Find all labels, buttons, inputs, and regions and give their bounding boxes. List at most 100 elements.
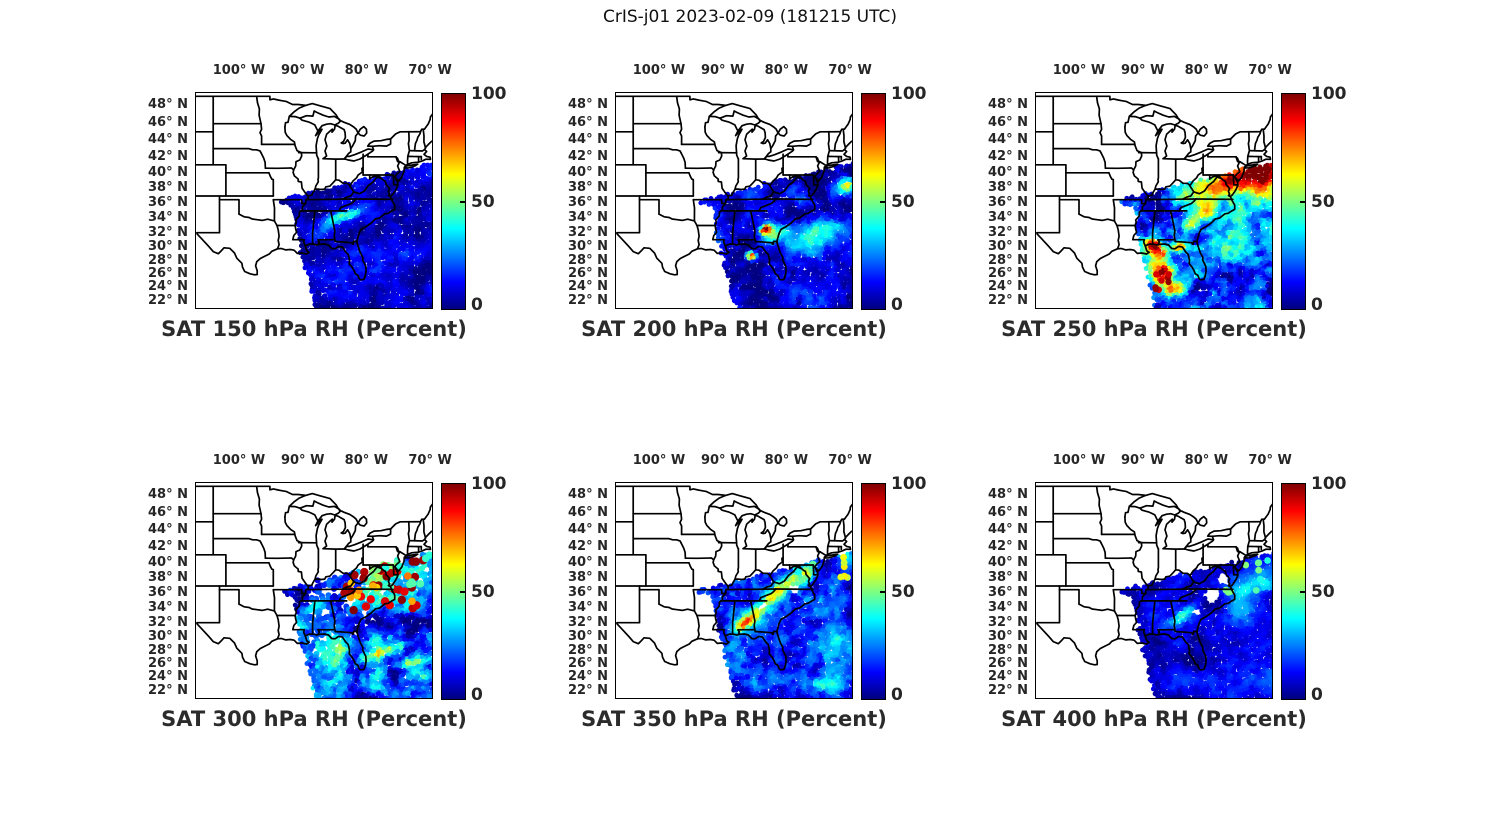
panel-title: SAT 300 hPa RH (Percent) xyxy=(161,707,467,731)
lat-tick-label: 26° N xyxy=(568,266,608,282)
lat-tick-label: 38° N xyxy=(988,570,1028,586)
colorbar-tick xyxy=(1300,590,1305,593)
colorbar-tick-label: 100 xyxy=(891,84,927,104)
lat-tick-label: 34° N xyxy=(988,210,1028,226)
lat-tick-label: 36° N xyxy=(568,585,608,601)
state-borders-map xyxy=(615,94,852,281)
colorbar xyxy=(1281,93,1306,310)
lat-tick-label: 48° N xyxy=(988,97,1028,113)
colorbar-tick-label: 0 xyxy=(471,685,483,705)
lat-tick-label: 30° N xyxy=(988,628,1028,644)
panel-title: SAT 250 hPa RH (Percent) xyxy=(1001,317,1307,341)
lat-tick-label: 22° N xyxy=(988,682,1028,698)
lat-tick-label: 42° N xyxy=(148,538,188,554)
lat-tick-label: 46° N xyxy=(568,505,608,521)
colorbar xyxy=(1281,483,1306,700)
lat-tick-label: 48° N xyxy=(568,97,608,113)
colorbar-tick-label: 100 xyxy=(1311,84,1347,104)
colorbar-tick xyxy=(460,590,465,593)
colorbar-tick-label: 100 xyxy=(471,474,507,494)
lon-tick-label: 70° W xyxy=(828,453,872,468)
lat-tick-label: 40° N xyxy=(988,554,1028,570)
lat-tick-label: 22° N xyxy=(988,292,1028,308)
panel-title: SAT 350 hPa RH (Percent) xyxy=(581,707,887,731)
figure-title: CrIS-j01 2023-02-09 (181215 UTC) xyxy=(602,7,898,27)
colorbar-gradient xyxy=(442,484,465,699)
lat-tick-label: 44° N xyxy=(568,132,608,148)
lat-tick-label: 26° N xyxy=(148,656,188,672)
lat-tick-label: 38° N xyxy=(148,180,188,196)
lon-tick-label: 80° W xyxy=(1184,63,1229,78)
lon-tick-label: 90° W xyxy=(280,453,325,468)
lat-tick-label: 22° N xyxy=(148,292,188,308)
lat-tick-label: 32° N xyxy=(568,224,608,240)
lat-tick-label: 24° N xyxy=(148,279,188,295)
lat-tick-label: 42° N xyxy=(988,538,1028,554)
lat-tick-label: 46° N xyxy=(988,505,1028,521)
lat-tick-label: 26° N xyxy=(568,656,608,672)
colorbar-tick-label: 50 xyxy=(891,191,915,212)
map-frame xyxy=(194,91,433,309)
colorbar-tick xyxy=(1300,200,1305,203)
lon-tick-label: 80° W xyxy=(764,63,809,78)
lat-tick-label: 24° N xyxy=(568,669,608,685)
lat-tick-label: 40° N xyxy=(988,164,1028,180)
colorbar-gradient xyxy=(1282,94,1305,309)
lon-tick-label: 90° W xyxy=(700,453,745,468)
lat-tick-label: 44° N xyxy=(148,132,188,148)
lon-tick-label: 70° W xyxy=(1248,63,1292,78)
lat-tick-label: 32° N xyxy=(568,614,608,630)
panel-title: SAT 150 hPa RH (Percent) xyxy=(161,317,467,341)
lat-tick-label: 34° N xyxy=(988,600,1028,616)
lat-tick-label: 24° N xyxy=(148,669,188,685)
lon-tick-label: 100° W xyxy=(632,453,686,468)
lat-tick-label: 38° N xyxy=(988,180,1028,196)
lat-tick-label: 36° N xyxy=(148,195,188,211)
lat-tick-label: 36° N xyxy=(988,195,1028,211)
map-frame xyxy=(1034,91,1273,309)
lat-tick-label: 46° N xyxy=(988,115,1028,131)
lat-tick-label: 44° N xyxy=(568,522,608,538)
lon-tick-label: 80° W xyxy=(344,453,389,468)
colorbar-tick-label: 50 xyxy=(1311,191,1335,212)
colorbar-tick-label: 50 xyxy=(891,581,915,602)
colorbar-gradient xyxy=(862,94,885,309)
colorbar-tick-label: 0 xyxy=(1311,685,1323,705)
colorbar-tick xyxy=(880,200,885,203)
lat-tick-label: 30° N xyxy=(148,238,188,254)
lat-tick-label: 30° N xyxy=(148,628,188,644)
lat-tick-label: 24° N xyxy=(988,669,1028,685)
lat-tick-label: 48° N xyxy=(988,487,1028,503)
lat-tick-label: 46° N xyxy=(568,115,608,131)
lat-tick-label: 26° N xyxy=(148,266,188,282)
panel-title: SAT 400 hPa RH (Percent) xyxy=(1001,707,1307,731)
lat-tick-label: 44° N xyxy=(988,522,1028,538)
colorbar-tick xyxy=(880,590,885,593)
lon-tick-label: 90° W xyxy=(1120,453,1165,468)
lat-tick-label: 34° N xyxy=(148,210,188,226)
colorbar-tick-label: 0 xyxy=(891,685,903,705)
lon-tick-label: 80° W xyxy=(764,453,809,468)
lat-tick-label: 32° N xyxy=(988,614,1028,630)
lon-tick-label: 80° W xyxy=(344,63,389,78)
lat-tick-label: 24° N xyxy=(988,279,1028,295)
lat-tick-label: 34° N xyxy=(568,210,608,226)
colorbar xyxy=(861,93,886,310)
state-borders-map xyxy=(615,484,852,671)
map-frame xyxy=(1034,481,1273,699)
lat-tick-label: 32° N xyxy=(988,224,1028,240)
map-frame xyxy=(194,481,433,699)
colorbar-gradient xyxy=(1282,484,1305,699)
state-borders-map xyxy=(1035,484,1272,671)
colorbar xyxy=(441,483,466,700)
colorbar xyxy=(441,93,466,310)
colorbar-tick-label: 100 xyxy=(1311,474,1347,494)
lat-tick-label: 40° N xyxy=(148,554,188,570)
state-borders-map xyxy=(195,484,432,671)
lat-tick-label: 34° N xyxy=(148,600,188,616)
lon-tick-label: 70° W xyxy=(828,63,872,78)
lon-tick-label: 70° W xyxy=(1248,453,1292,468)
lat-tick-label: 38° N xyxy=(148,570,188,586)
lon-tick-label: 90° W xyxy=(700,63,745,78)
